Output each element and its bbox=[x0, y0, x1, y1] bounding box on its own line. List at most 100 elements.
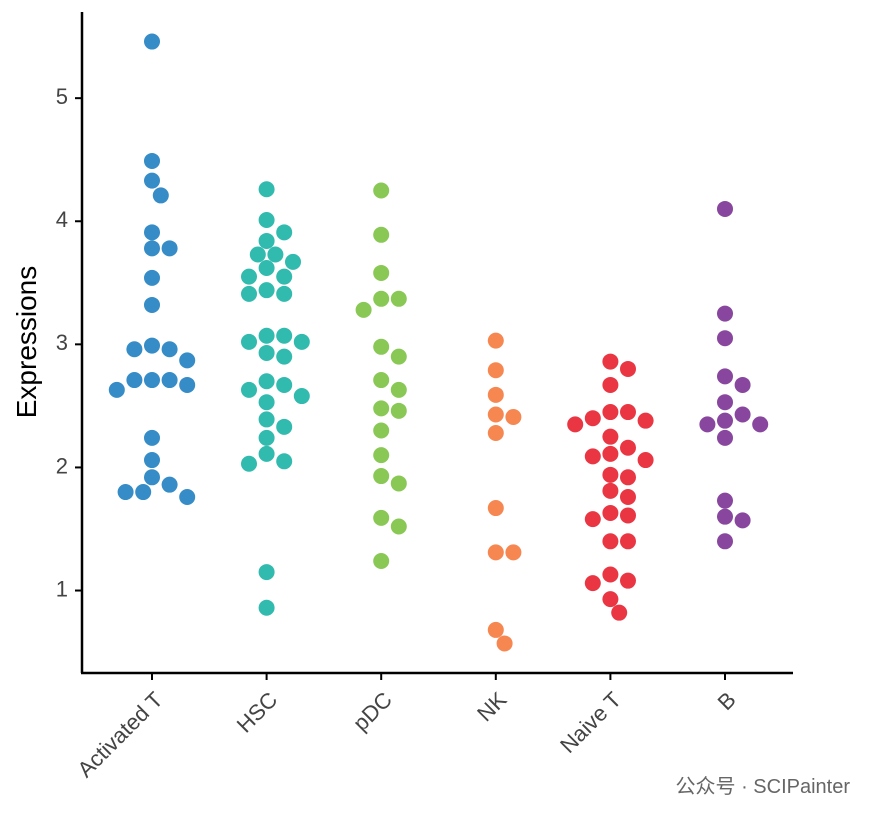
point bbox=[390, 290, 407, 307]
y-tick-label: 3 bbox=[56, 330, 68, 355]
point bbox=[144, 224, 160, 241]
point bbox=[717, 330, 733, 347]
point bbox=[584, 575, 601, 592]
point bbox=[390, 402, 407, 419]
point bbox=[144, 372, 160, 389]
point bbox=[276, 224, 293, 241]
point bbox=[717, 508, 733, 525]
point bbox=[487, 386, 504, 403]
point bbox=[373, 226, 390, 243]
point bbox=[276, 285, 293, 302]
point bbox=[144, 172, 160, 189]
point bbox=[699, 416, 716, 433]
point bbox=[584, 511, 601, 528]
point bbox=[487, 621, 504, 638]
point bbox=[620, 488, 636, 505]
point bbox=[144, 240, 160, 257]
point bbox=[258, 282, 275, 299]
point bbox=[144, 33, 160, 50]
point bbox=[584, 410, 601, 427]
point bbox=[108, 381, 125, 398]
x-tick-label: HSC bbox=[232, 687, 283, 738]
point bbox=[390, 518, 407, 535]
point bbox=[126, 372, 143, 389]
x-tick-label: pDC bbox=[348, 687, 397, 736]
point bbox=[602, 482, 619, 499]
point bbox=[241, 285, 257, 302]
point bbox=[734, 406, 751, 423]
point bbox=[258, 373, 275, 390]
point bbox=[117, 484, 134, 501]
point bbox=[373, 468, 390, 485]
point bbox=[373, 338, 390, 355]
point bbox=[373, 290, 390, 307]
point bbox=[717, 533, 733, 550]
point bbox=[161, 372, 178, 389]
point bbox=[373, 264, 390, 281]
point bbox=[505, 408, 522, 425]
point bbox=[373, 552, 390, 569]
point bbox=[241, 333, 257, 350]
point bbox=[373, 372, 390, 389]
point bbox=[602, 591, 619, 608]
point bbox=[258, 327, 275, 344]
point bbox=[505, 544, 522, 561]
point bbox=[249, 246, 266, 263]
point bbox=[241, 268, 257, 285]
point bbox=[620, 572, 636, 589]
y-axis-label: Expressions bbox=[11, 266, 42, 419]
point bbox=[373, 447, 390, 464]
point bbox=[620, 469, 636, 486]
point bbox=[390, 348, 407, 365]
point bbox=[161, 476, 178, 493]
point bbox=[717, 429, 733, 446]
y-tick-label: 2 bbox=[56, 453, 68, 478]
point bbox=[602, 445, 619, 462]
point bbox=[620, 439, 636, 456]
point bbox=[241, 455, 257, 472]
point bbox=[293, 388, 310, 405]
point bbox=[373, 422, 390, 439]
point bbox=[602, 376, 619, 393]
point bbox=[152, 187, 169, 204]
point bbox=[602, 466, 619, 483]
point bbox=[258, 429, 275, 446]
point bbox=[179, 488, 196, 505]
point bbox=[373, 400, 390, 417]
point bbox=[161, 240, 178, 257]
point bbox=[258, 394, 275, 411]
point bbox=[752, 416, 769, 433]
point bbox=[620, 404, 636, 421]
point bbox=[161, 341, 178, 358]
point bbox=[567, 416, 584, 433]
point bbox=[144, 452, 160, 469]
y-tick-label: 4 bbox=[56, 207, 68, 232]
point bbox=[179, 352, 196, 369]
point bbox=[390, 381, 407, 398]
point bbox=[285, 253, 301, 270]
x-tick-label: Activated T bbox=[72, 687, 167, 782]
point bbox=[276, 453, 293, 470]
point bbox=[602, 404, 619, 421]
point bbox=[373, 509, 390, 526]
point bbox=[276, 348, 293, 365]
point bbox=[293, 333, 310, 350]
x-tick-label: Naive T bbox=[555, 687, 626, 758]
point bbox=[144, 296, 160, 313]
point bbox=[144, 429, 160, 446]
point bbox=[620, 507, 636, 524]
point bbox=[717, 492, 733, 509]
point bbox=[135, 484, 152, 501]
point bbox=[487, 362, 504, 379]
point bbox=[637, 412, 654, 429]
point bbox=[267, 246, 284, 263]
point bbox=[126, 341, 143, 358]
point bbox=[276, 327, 293, 344]
point bbox=[144, 152, 160, 169]
point bbox=[602, 428, 619, 445]
point bbox=[487, 424, 504, 441]
point bbox=[734, 512, 751, 529]
point bbox=[258, 181, 275, 198]
